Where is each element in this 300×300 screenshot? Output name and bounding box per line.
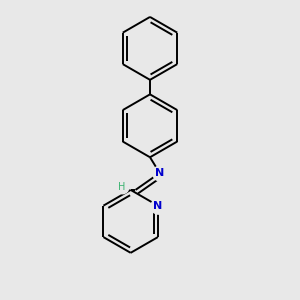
Text: N: N (153, 201, 163, 211)
Text: N: N (155, 168, 164, 178)
Text: H: H (118, 182, 126, 193)
